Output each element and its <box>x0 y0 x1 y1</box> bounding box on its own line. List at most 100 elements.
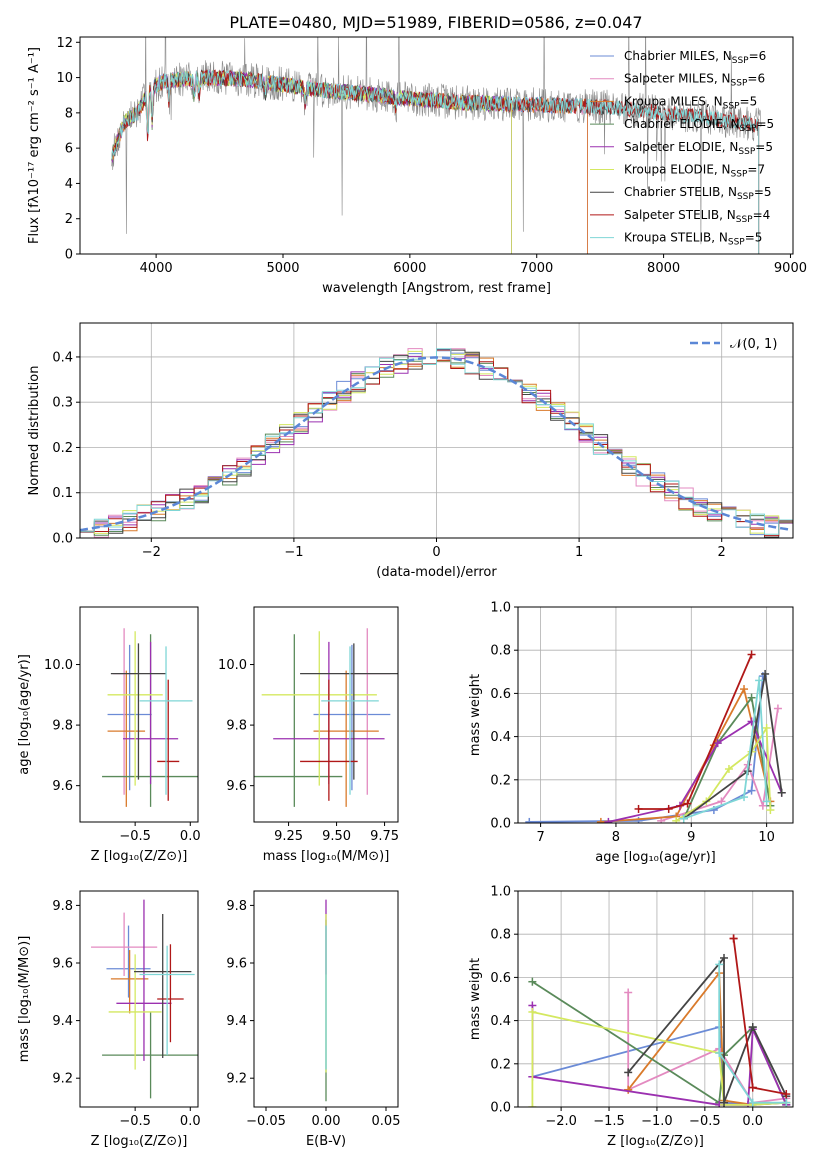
y-tick-label: 9.2 <box>226 1072 247 1087</box>
axes-frame <box>79 36 794 255</box>
errorbar-point <box>157 679 180 801</box>
errorbar-point <box>300 643 398 780</box>
errorbar-point <box>139 945 195 1056</box>
weight-series <box>600 688 772 823</box>
x-axis-label: Z [log₁₀(Z/Z⊙)] <box>91 849 188 864</box>
x-tick-label: −1.0 <box>641 1114 673 1129</box>
y-tick-label: 2 <box>65 212 73 227</box>
weight-series <box>683 679 768 820</box>
panel-age-vs-z: −0.5 0.0 9.6 9.8 10.0 Z [log₁₀(Z/Z⊙)] age [log… <box>17 606 201 864</box>
x-tick-label: 0.0 <box>180 1114 201 1129</box>
axes-frame <box>517 890 794 1108</box>
legend-entry: Chabrier ELODIE, NSSP=5 <box>624 117 774 134</box>
y-axis-label: Normed distribution <box>27 366 42 496</box>
legend-entry: Salpeter MILES, NSSP=6 <box>624 72 765 89</box>
y-tick-label: 8 <box>65 106 73 121</box>
x-tick-label: 0.00 <box>312 1114 341 1129</box>
x-tick-label: −2 <box>142 545 161 560</box>
figure-title: PLATE=0480, MJD=51989, FIBERID=0586, z=0… <box>229 13 642 32</box>
y-tick-label: 0.4 <box>490 730 511 745</box>
y-tick-label: 0.4 <box>490 1014 511 1029</box>
x-tick-label: −1.5 <box>593 1114 625 1129</box>
x-tick-label: 9000 <box>774 261 807 276</box>
legend-entry: Salpeter ELODIE, NSSP=5 <box>624 140 773 157</box>
x-tick-label: −0.5 <box>689 1114 721 1129</box>
y-tick-label: 0.8 <box>490 644 511 659</box>
y-tick-label: 1.0 <box>490 601 511 616</box>
errorbar-point <box>254 634 343 807</box>
errorbar-point <box>107 631 163 786</box>
axes: −0.05 0.00 0.05 9.2 9.4 9.6 9.8 E(B-V) <box>226 890 401 1149</box>
axes-frame <box>253 606 399 823</box>
x-axis-label: mass [log₁₀(M/M⊙)] <box>263 849 390 864</box>
y-tick-label: 9.8 <box>52 899 73 914</box>
errorbar-point <box>261 631 377 786</box>
y-tick-label: 0.2 <box>52 441 73 456</box>
plot-area <box>525 650 786 823</box>
y-tick-label: 0.6 <box>490 687 511 702</box>
y-tick-label: 0.4 <box>52 350 73 365</box>
legend-entry: Chabrier MILES, NSSP=6 <box>624 49 766 66</box>
errorbar-point <box>102 1011 198 1099</box>
y-tick-label: 0.0 <box>52 532 73 547</box>
x-tick-label: −0.5 <box>119 829 151 844</box>
y-tick-label: 4 <box>65 177 73 192</box>
x-axis-label: age [log₁₀(age/yr)] <box>595 850 716 865</box>
panel-spectrum: 4000 5000 6000 7000 8000 9000 0 2 4 6 8 10 12 wavelen… <box>27 36 807 296</box>
axes-frame <box>79 890 199 1108</box>
errorbar-point <box>344 628 391 795</box>
y-tick-label: 9.4 <box>226 1014 247 1029</box>
y-tick-label: 9.6 <box>52 957 73 972</box>
y-tick-label: 9.2 <box>52 1072 73 1087</box>
x-tick-label: −1 <box>284 545 303 560</box>
x-tick-label: 0.0 <box>180 829 201 844</box>
y-tick-label: 9.6 <box>52 779 73 794</box>
errorbar-point <box>321 646 379 795</box>
weight-series <box>718 964 787 1104</box>
y-axis-label: mass weight <box>468 674 483 756</box>
weight-series <box>531 1011 787 1107</box>
errorbar-point <box>106 925 151 998</box>
y-tick-label: 0 <box>65 248 73 263</box>
axes: −2.0 −1.5 −1.0 −0.5 0.0 0.0 0.2 0.4 0.6 0.8 1.0 Z [… <box>468 885 794 1149</box>
x-tick-label: −0.5 <box>119 1114 151 1129</box>
weight-series <box>732 938 788 1095</box>
y-tick-label: 9.6 <box>226 957 247 972</box>
errorbar-point <box>108 954 162 1070</box>
legend-entry: Kroupa MILES, NSSP=5 <box>624 94 757 111</box>
weight-series <box>660 708 779 822</box>
x-axis-label: Z [log₁₀(Z/Z⊙)] <box>607 1134 704 1149</box>
y-axis-label: Flux [fλ10⁻¹⁷ erg cm⁻² s⁻¹ A⁻¹] <box>27 47 42 244</box>
x-tick-label: 4000 <box>140 261 173 276</box>
panel-weight-vs-z: −2.0 −1.5 −1.0 −0.5 0.0 0.0 0.2 0.4 0.6 0.8 1.0 Z [… <box>468 885 794 1149</box>
x-tick-label: 7000 <box>520 261 553 276</box>
errorbar-point <box>91 912 158 976</box>
x-tick-label: 6000 <box>393 261 426 276</box>
axes-frame <box>517 606 794 824</box>
plot-area <box>91 899 198 1099</box>
y-tick-label: 12 <box>56 36 73 51</box>
y-tick-label: 10.0 <box>44 658 73 673</box>
x-tick-label: 0 <box>432 545 440 560</box>
x-tick-label: 9.50 <box>322 829 351 844</box>
errorbar-point <box>157 944 184 1043</box>
y-tick-label: 0.6 <box>490 971 511 986</box>
y-axis-label: mass weight <box>468 958 483 1040</box>
spectrum-legend: Chabrier MILES, NSSP=6 Salpeter MILES, NS… <box>590 49 774 248</box>
weight-series <box>683 673 783 820</box>
x-tick-label: 0.05 <box>372 1114 401 1129</box>
errorbar-point <box>134 914 192 1059</box>
x-tick-label: −2.0 <box>545 1114 577 1129</box>
x-tick-label: 9.75 <box>370 829 399 844</box>
plot-area <box>254 628 398 807</box>
plot-area <box>102 628 198 807</box>
errorbar-point <box>313 644 391 791</box>
axes: 7 8 9 10 0.0 0.2 0.4 0.6 0.8 1.0 age [log₁₀(age/yr… <box>468 601 794 865</box>
normal-curve <box>80 356 791 532</box>
errorbar-point <box>110 643 167 780</box>
x-tick-label: −0.05 <box>246 1114 286 1129</box>
plot-area <box>111 37 762 254</box>
x-axis-label: Z [log₁₀(Z/Z⊙)] <box>91 1134 188 1149</box>
y-tick-label: 0.2 <box>490 1057 511 1072</box>
